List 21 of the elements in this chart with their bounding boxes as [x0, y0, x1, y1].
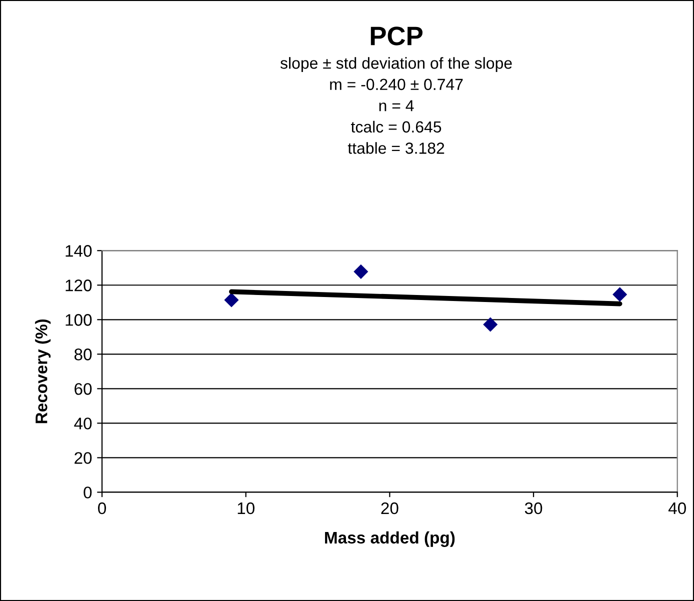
y-tick-label: 0 [84, 486, 92, 498]
y-tick-label: 20 [74, 452, 92, 464]
y-tick-label: 60 [74, 383, 92, 395]
y-tick-label: 120 [66, 280, 92, 292]
y-axis-title: Recovery (%) [35, 319, 51, 424]
x-tick-label: 10 [238, 502, 254, 514]
x-tick-label: 40 [668, 502, 686, 514]
y-tick-label: 40 [74, 418, 92, 430]
x-axis-title: Mass added (pg) [325, 531, 455, 547]
y-tick-label: 140 [66, 245, 92, 257]
y-tick-label: 80 [74, 348, 92, 360]
point [224, 292, 239, 308]
x-tick-label: 20 [381, 502, 398, 514]
point [483, 317, 498, 332]
point [354, 264, 368, 279]
x-tick-label: 0 [98, 502, 106, 514]
y-tick-label: 100 [66, 314, 92, 326]
point [612, 287, 628, 302]
chart-subtitle: slope ± std deviation of the slope m = -0.240 ± 0.747 n = 4 tcalc = 0.645 ttable = 3.182 [280, 57, 512, 154]
chart-title: PCP [370, 26, 422, 46]
x-tick-label: 30 [524, 502, 542, 514]
